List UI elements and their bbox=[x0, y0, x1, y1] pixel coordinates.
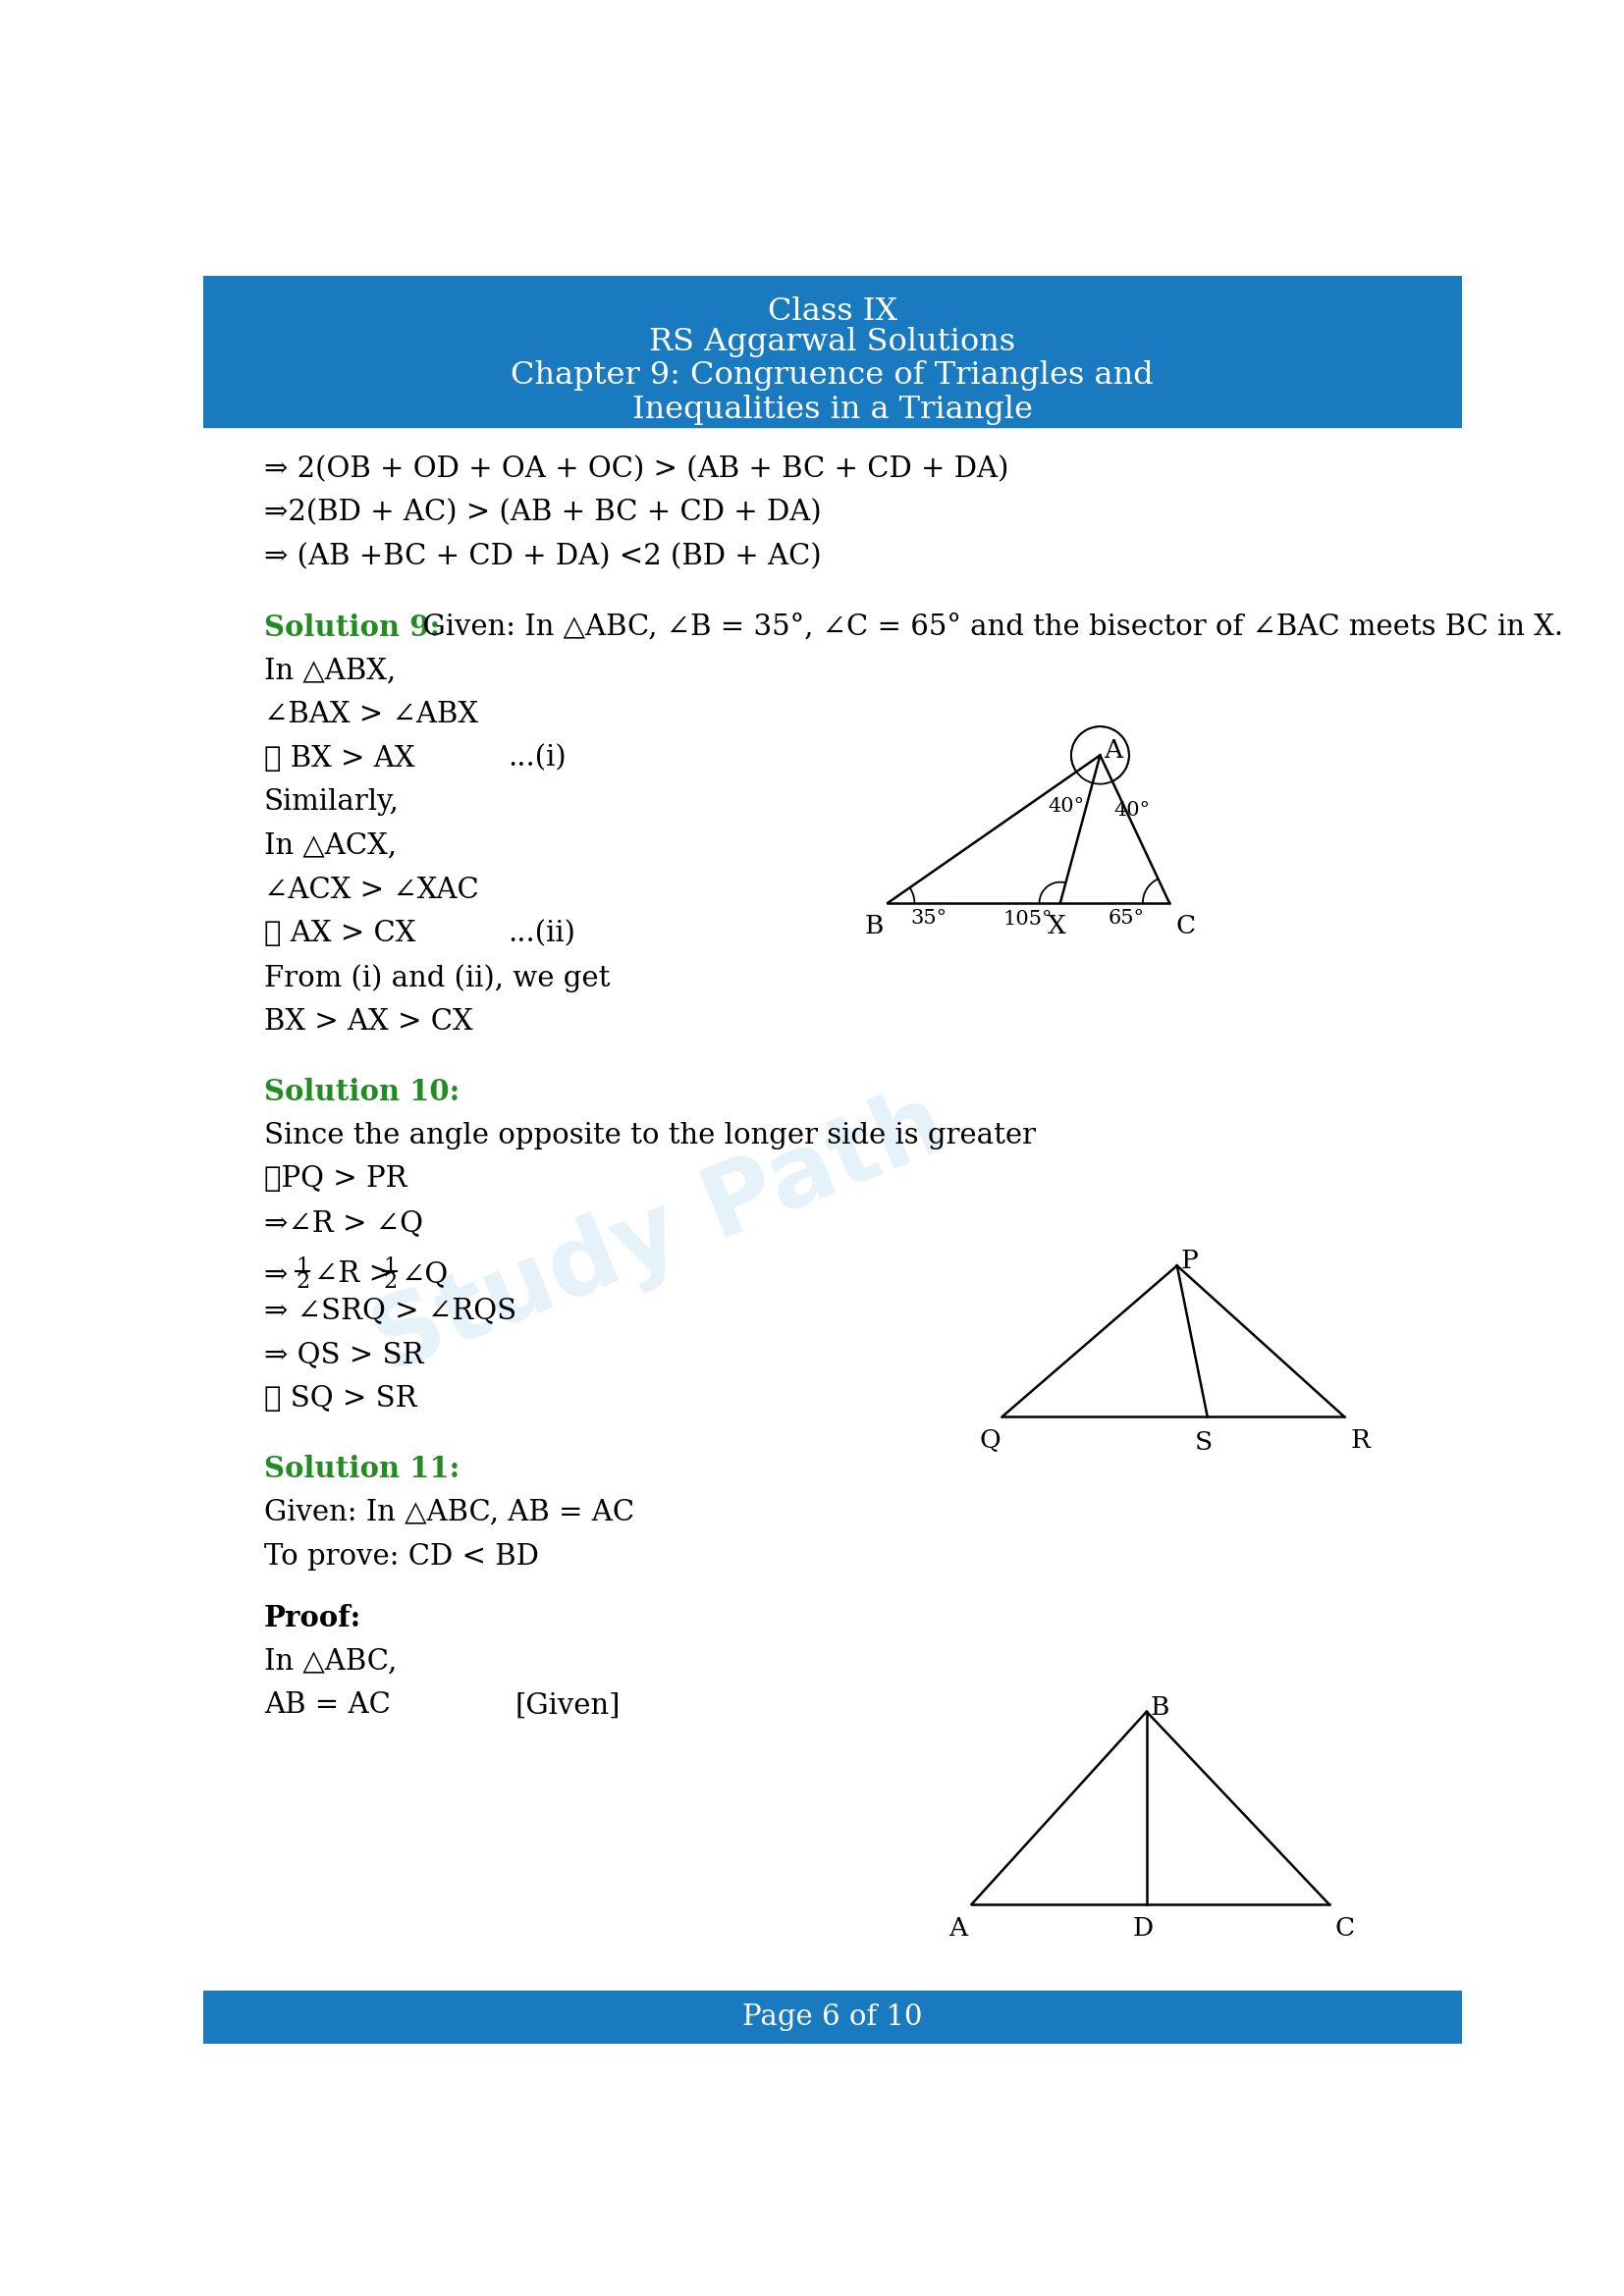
Text: Solution 11:: Solution 11: bbox=[263, 1456, 460, 1483]
Text: [Given]: [Given] bbox=[515, 1692, 620, 1720]
Text: ∠Q: ∠Q bbox=[401, 1261, 448, 1288]
Text: ∴ AX > CX: ∴ AX > CX bbox=[263, 921, 416, 948]
Text: P: P bbox=[1181, 1249, 1199, 1274]
Text: 35°: 35° bbox=[911, 909, 947, 928]
Text: 40°: 40° bbox=[1114, 801, 1150, 820]
Text: ⇒ 2(OB + OD + OA + OC) > (AB + BC + CD + DA): ⇒ 2(OB + OD + OA + OC) > (AB + BC + CD +… bbox=[263, 455, 1009, 482]
Text: In △ACX,: In △ACX, bbox=[263, 833, 396, 861]
Text: ⇒∠R > ∠Q: ⇒∠R > ∠Q bbox=[263, 1210, 422, 1238]
Text: S: S bbox=[1195, 1430, 1213, 1456]
Text: ...(i): ...(i) bbox=[507, 744, 565, 771]
Text: D: D bbox=[1132, 1915, 1153, 1940]
Text: ⇒2(BD + AC) > (AB + BC + CD + DA): ⇒2(BD + AC) > (AB + BC + CD + DA) bbox=[263, 498, 822, 526]
Text: ∴PQ > PR: ∴PQ > PR bbox=[263, 1166, 408, 1194]
Text: BX > AX > CX: BX > AX > CX bbox=[263, 1008, 473, 1035]
Text: 1: 1 bbox=[383, 1256, 398, 1279]
Text: Page 6 of 10: Page 6 of 10 bbox=[742, 2002, 922, 2030]
Text: ∴ SQ > SR: ∴ SQ > SR bbox=[263, 1384, 417, 1412]
Text: Chapter 9: Congruence of Triangles and: Chapter 9: Congruence of Triangles and bbox=[512, 360, 1153, 390]
Text: 105°: 105° bbox=[1004, 912, 1052, 930]
Text: In △ABC,: In △ABC, bbox=[263, 1649, 396, 1676]
Text: B: B bbox=[1150, 1694, 1169, 1720]
Text: ...(ii): ...(ii) bbox=[507, 921, 575, 948]
Bar bbox=[203, 1991, 1462, 2043]
Text: RS Aggarwal Solutions: RS Aggarwal Solutions bbox=[650, 326, 1015, 358]
Text: ∴ BX > AX: ∴ BX > AX bbox=[263, 744, 414, 771]
Text: Similarly,: Similarly, bbox=[263, 788, 400, 815]
Text: A: A bbox=[1104, 739, 1122, 762]
Text: To prove: CD < BD: To prove: CD < BD bbox=[263, 1543, 539, 1570]
Text: ⇒ (AB +BC + CD + DA) <2 (BD + AC): ⇒ (AB +BC + CD + DA) <2 (BD + AC) bbox=[263, 544, 822, 572]
Text: 2: 2 bbox=[383, 1272, 398, 1293]
Text: ⇒ QS > SR: ⇒ QS > SR bbox=[263, 1341, 424, 1368]
Text: ⇒: ⇒ bbox=[263, 1261, 287, 1288]
Text: C: C bbox=[1335, 1915, 1354, 1940]
Text: 1: 1 bbox=[296, 1256, 310, 1279]
Text: Class IX: Class IX bbox=[768, 296, 896, 326]
Text: Solution 9:: Solution 9: bbox=[263, 613, 440, 641]
Text: Since the angle opposite to the longer side is greater: Since the angle opposite to the longer s… bbox=[263, 1123, 1036, 1150]
Text: C: C bbox=[1176, 914, 1195, 939]
Text: AB = AC: AB = AC bbox=[263, 1692, 390, 1720]
Text: Q: Q bbox=[979, 1428, 1000, 1453]
Text: ⇒ ∠SRQ > ∠RQS: ⇒ ∠SRQ > ∠RQS bbox=[263, 1297, 516, 1325]
Text: ∠ACX > ∠XAC: ∠ACX > ∠XAC bbox=[263, 877, 479, 905]
Text: A: A bbox=[948, 1915, 968, 1940]
Text: Given: In △ABC, ∠B = 35°, ∠C = 65° and the bisector of ∠BAC meets BC in X.: Given: In △ABC, ∠B = 35°, ∠C = 65° and t… bbox=[404, 613, 1564, 641]
Text: In △ABX,: In △ABX, bbox=[263, 657, 396, 684]
Text: Proof:: Proof: bbox=[263, 1605, 362, 1632]
Text: X: X bbox=[1047, 914, 1065, 939]
Text: 65°: 65° bbox=[1109, 909, 1145, 928]
Text: R: R bbox=[1351, 1428, 1371, 1453]
Text: From (i) and (ii), we get: From (i) and (ii), we get bbox=[263, 964, 611, 992]
Text: B: B bbox=[866, 914, 883, 939]
Text: Study Path: Study Path bbox=[359, 1077, 960, 1394]
Text: 40°: 40° bbox=[1049, 797, 1085, 815]
Text: Solution 10:: Solution 10: bbox=[263, 1077, 460, 1107]
Text: 2: 2 bbox=[296, 1272, 310, 1293]
Text: Inequalities in a Triangle: Inequalities in a Triangle bbox=[632, 395, 1033, 425]
Text: ∠R >: ∠R > bbox=[313, 1261, 393, 1288]
Text: Given: In △ABC, AB = AC: Given: In △ABC, AB = AC bbox=[263, 1499, 633, 1527]
Bar bbox=[203, 276, 1462, 427]
Text: ∠BAX > ∠ABX: ∠BAX > ∠ABX bbox=[263, 700, 477, 728]
